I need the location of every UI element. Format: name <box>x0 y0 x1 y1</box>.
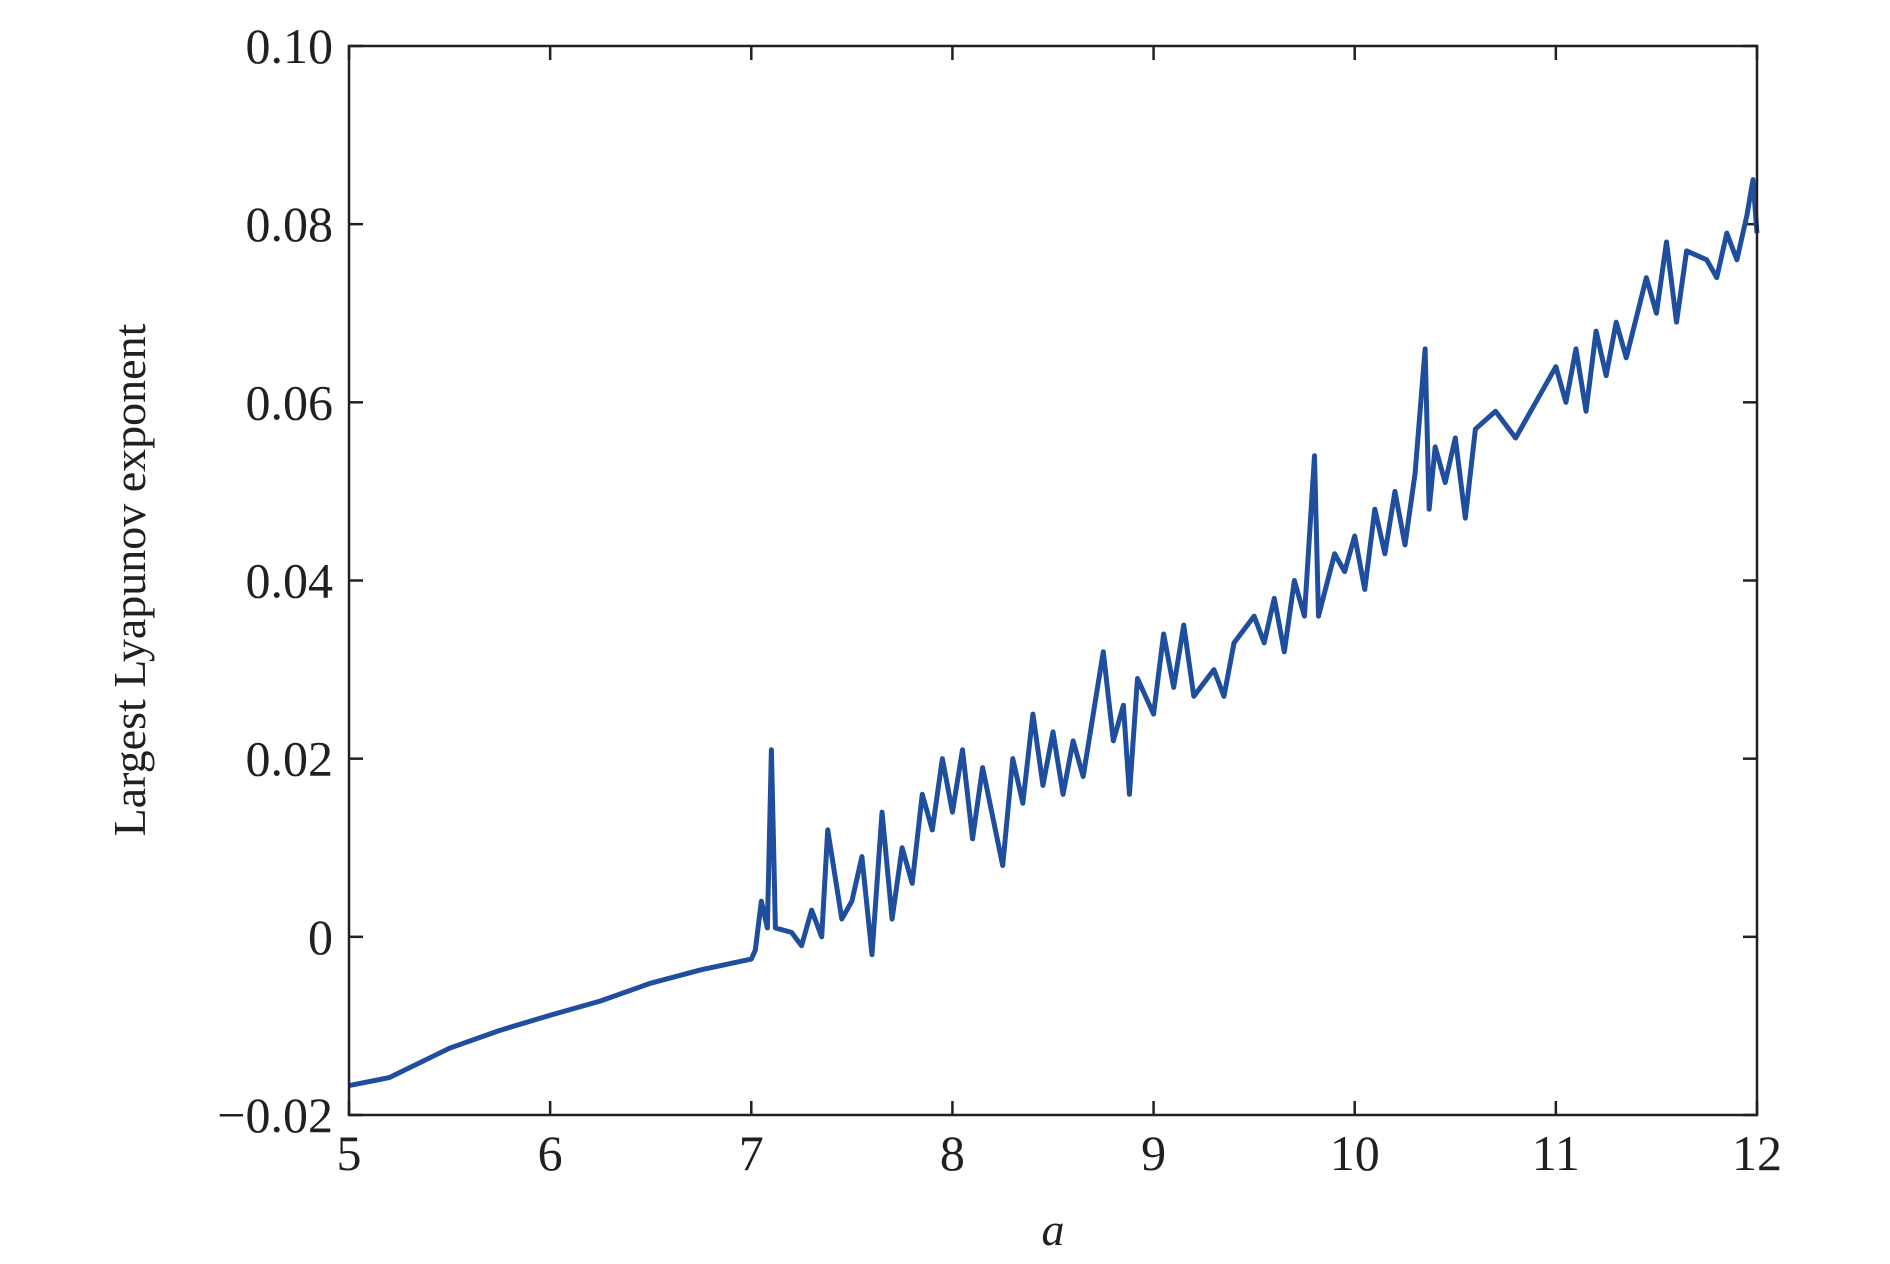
y-axis-label: Largest Lyapunov exponent <box>104 323 155 836</box>
x-tick-label: 7 <box>739 1125 764 1181</box>
y-tick-label: 0.10 <box>246 18 334 74</box>
y-tick-label: −0.02 <box>217 1087 333 1143</box>
plot-frame <box>347 44 1759 1117</box>
x-tick-label: 10 <box>1330 1125 1380 1181</box>
x-axis-label: a <box>1042 1204 1065 1255</box>
x-tick-label: 8 <box>940 1125 965 1181</box>
x-tick-label: 6 <box>538 1125 563 1181</box>
data-line <box>348 177 1760 1089</box>
x-tick-label: 5 <box>337 1125 362 1181</box>
y-tick-label: 0 <box>308 909 333 965</box>
x-tick-label: 9 <box>1141 1125 1166 1181</box>
x-tick-label: 11 <box>1532 1125 1580 1181</box>
y-tick-label: 0.06 <box>246 374 334 430</box>
y-tick-label: 0.04 <box>246 553 334 609</box>
y-tick-label: 0.02 <box>246 731 334 787</box>
y-tick-label: 0.08 <box>246 196 334 252</box>
x-tick-label: 12 <box>1732 1125 1782 1181</box>
